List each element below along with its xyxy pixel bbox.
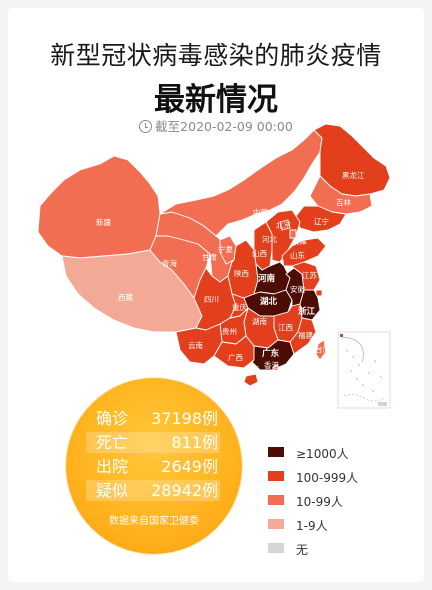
stat-label-suspected: 疑似 (96, 481, 129, 500)
stat-label-deaths: 死亡 (96, 433, 129, 452)
label-neimenggu: 内蒙古 (253, 207, 276, 217)
legend-swatch-1-9 (268, 519, 284, 529)
label-hebei: 河北 (262, 235, 277, 244)
legend-swatch-1000plus (268, 447, 284, 457)
legend-item-100-999[interactable]: 100-999人 (268, 470, 408, 485)
update-time-text: 截至2020-02-09 00:00 (155, 119, 293, 134)
label-henan: 河南 (258, 273, 276, 284)
legend-label-none: 无 (296, 543, 309, 557)
label-gansu: 甘肃 (202, 252, 217, 262)
stats-circle: 确诊 37198例 死亡 811例 出院 2649例 疑似 28942例 数据来… (66, 378, 242, 554)
label-chongqing: 重庆 (232, 302, 247, 312)
stat-row-recovered: 出院 2649例 (86, 456, 220, 477)
legend-item-1-9[interactable]: 1-9人 (268, 518, 408, 533)
label-anhui: 安徽 (290, 284, 305, 294)
label-xinjiang: 新疆 (96, 217, 111, 227)
label-shanxi: 山西 (252, 248, 267, 258)
label-jiangxi: 江西 (278, 323, 293, 332)
province-hainan[interactable] (243, 373, 259, 387)
province-xinjiang[interactable] (37, 155, 161, 259)
stat-row-confirmed: 确诊 37198例 (86, 408, 220, 429)
stat-value-confirmed: 37198例 (151, 409, 218, 428)
label-hainan: 海南 (244, 364, 259, 374)
south-china-sea-inset (337, 331, 391, 409)
stat-value-recovered: 2649例 (161, 457, 218, 476)
province-tianjin[interactable] (289, 229, 297, 239)
label-hubei: 湖北 (260, 296, 278, 307)
page-title: 新型冠状病毒感染的肺炎疫情 (50, 41, 382, 70)
legend-item-1000plus[interactable]: ≥1000人 (268, 446, 408, 461)
legend-label-10-99: 10-99人 (296, 495, 343, 509)
stat-label-recovered: 出院 (96, 457, 129, 476)
label-shaanxi: 陕西 (234, 268, 249, 278)
label-shanghai: 上海 (318, 282, 333, 292)
label-tianjin: 天津 (292, 237, 307, 246)
legend-swatch-none (268, 543, 284, 553)
label-shandong: 山东 (290, 250, 305, 260)
label-sichuan: 四川 (204, 295, 219, 304)
province-neimenggu[interactable] (159, 129, 323, 237)
label-jilin: 吉林 (336, 197, 351, 207)
stat-value-deaths: 811例 (171, 433, 218, 452)
label-jiangsu: 江苏 (302, 270, 317, 280)
label-heilongjiang: 黑龙江 (342, 170, 365, 180)
province-beijing[interactable] (279, 219, 291, 231)
province-jilin[interactable] (309, 175, 373, 215)
stat-label-confirmed: 确诊 (96, 409, 129, 428)
legend-swatch-100-999 (268, 471, 284, 481)
legend-item-10-99[interactable]: 10-99人 (268, 494, 408, 509)
label-qinghai: 青海 (162, 258, 177, 268)
label-guizhou: 贵州 (222, 326, 237, 336)
label-fujian: 福建 (298, 330, 313, 340)
label-ningxia: 宁夏 (218, 244, 233, 254)
legend-label-100-999: 100-999人 (296, 471, 359, 485)
legend-item-none[interactable]: 无 (268, 542, 408, 557)
label-zhejiang: 浙江 (298, 306, 316, 317)
label-guangdong: 广东 (262, 348, 280, 359)
label-taiwan: 台湾 (315, 344, 330, 354)
legend-swatch-10-99 (268, 495, 284, 505)
legend-label-1-9: 1-9人 (296, 519, 328, 533)
label-guangxi: 广西 (228, 352, 243, 362)
label-hongkong: 香港 (264, 360, 279, 370)
province-taiwan[interactable] (315, 339, 327, 361)
label-beijing: 北京 (276, 220, 291, 230)
label-hunan: 湖南 (252, 316, 267, 326)
label-liaoning: 辽宁 (314, 216, 329, 226)
stat-row-deaths: 死亡 811例 (86, 432, 220, 453)
data-source-note: 数据来自国家卫健委 (109, 516, 199, 527)
label-xizang: 西藏 (118, 292, 133, 302)
legend-label-1000plus: ≥1000人 (296, 447, 349, 461)
clock-icon (139, 120, 153, 133)
stat-value-suspected: 28942例 (151, 481, 218, 500)
province-hongkong[interactable] (273, 365, 279, 371)
province-fujian[interactable] (289, 317, 317, 355)
update-time: 截至2020-02-09 00:00 (0, 116, 432, 135)
province-guangdong[interactable] (251, 339, 295, 371)
stat-row-suspected: 疑似 28942例 (86, 480, 220, 501)
label-yunnan: 云南 (188, 340, 203, 350)
province-heilongjiang[interactable] (313, 123, 391, 197)
page-subtitle: 最新情况 (154, 82, 278, 118)
province-shandong[interactable] (281, 237, 327, 267)
